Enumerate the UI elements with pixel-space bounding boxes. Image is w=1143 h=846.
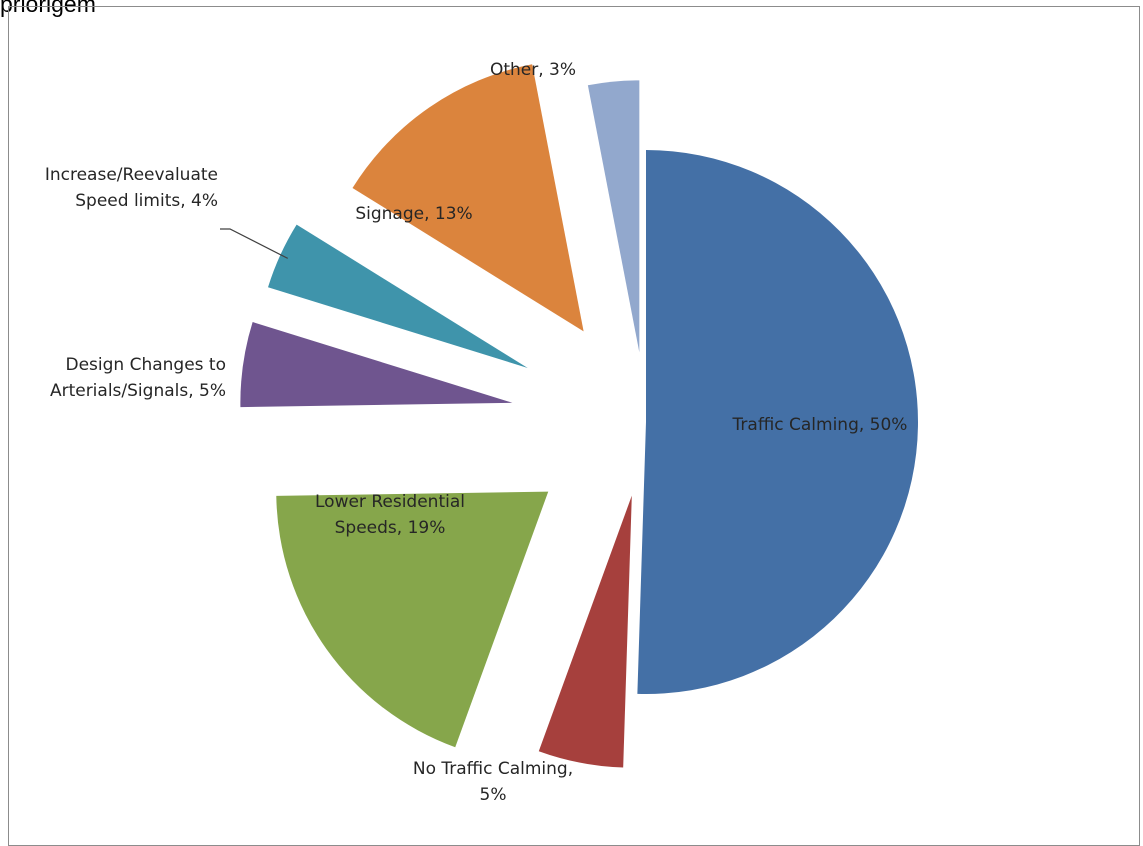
slice-label: Increase/Reevaluate Speed limits, 4%: [45, 165, 218, 211]
pie-slice-other: [587, 80, 640, 353]
pie-slice-traffic-calming: [637, 150, 919, 694]
slice-label: Lower Residential Speeds, 19%: [315, 492, 465, 538]
pie-slice-no-traffic-calming: [538, 495, 632, 768]
slice-label: Signage, 13%: [355, 204, 472, 224]
pie-slice-lower-residential-speeds: [276, 491, 549, 748]
pie-slice-increase-reevaluate-speed-limits: [268, 224, 528, 368]
pie-slice-design-changes-to-arterials-signals: [240, 322, 513, 408]
pie-slice-signage: [352, 64, 584, 332]
leader-line: [220, 228, 289, 259]
slice-label: No Traffic Calming, 5%: [413, 759, 573, 805]
header-text: priorigem: [0, 0, 96, 17]
slice-label: Traffic Calming, 50%: [732, 415, 908, 435]
slice-label: Design Changes to Arterials/Signals, 5%: [50, 355, 226, 401]
slice-label: Other, 3%: [490, 60, 576, 80]
